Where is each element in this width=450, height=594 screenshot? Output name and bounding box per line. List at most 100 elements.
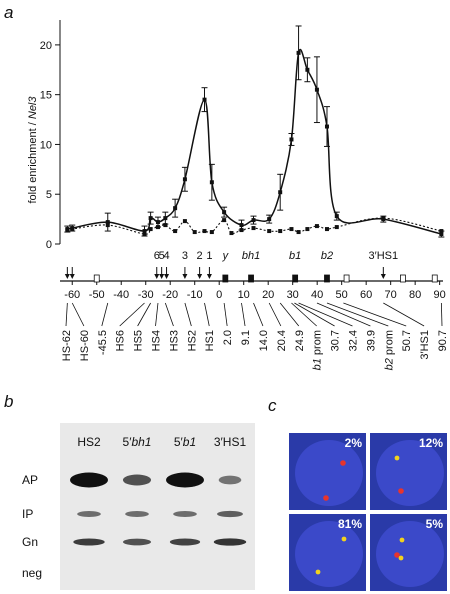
control-point [182, 219, 187, 224]
blot-column-header: 5′b1 [174, 435, 196, 449]
site-label-text: HS-62 [61, 330, 73, 361]
data-point [267, 217, 272, 222]
hs-arrow-head [164, 274, 170, 279]
blot-column-header-part: HS2 [77, 435, 101, 449]
site-label-text: 90.7 [437, 330, 449, 351]
x-tick-label: 40 [311, 289, 323, 301]
site-leader-line [164, 302, 174, 327]
site-label: b1 prom [312, 330, 324, 370]
blot-column-header-part: bh1 [131, 435, 151, 449]
site-label-text: HS1 [204, 330, 216, 351]
x-tick-label: -30 [138, 289, 154, 301]
fish-signal-yellow [398, 555, 404, 561]
site-leader-line [294, 302, 335, 327]
fish-percent-label: 81% [338, 517, 362, 531]
control-point [70, 227, 75, 232]
gene-label: 3′HS1 [369, 250, 399, 262]
fish-nucleus [376, 440, 444, 506]
fish-nucleus [295, 521, 363, 587]
data-point [251, 218, 256, 223]
blot-band [169, 538, 201, 546]
site-label: 14.0 [258, 330, 270, 351]
site-label: HS5 [133, 330, 145, 351]
site-label-text: 24.9 [294, 330, 306, 351]
site-leader-line [343, 302, 407, 327]
data-point [289, 137, 294, 142]
data-point [202, 97, 207, 102]
site-leader-line [440, 302, 443, 327]
blot-column-header-part: 3′HS1 [214, 435, 247, 449]
gene-label: 5 [159, 250, 165, 262]
data-point [278, 190, 283, 195]
x-tick-label: 60 [360, 289, 372, 301]
x-tick-label: 10 [238, 289, 250, 301]
control-point [209, 230, 214, 235]
control-point [296, 230, 301, 235]
site-label-text: 14.0 [258, 330, 270, 351]
site-label: 2.0 [222, 330, 234, 345]
site-label: HS1 [204, 330, 216, 351]
blot-band [70, 472, 108, 488]
site-label-text: 3′HS1 [419, 330, 431, 360]
hs-arrow-head [206, 274, 212, 279]
blot-band [125, 510, 149, 518]
hs-arrow-head [154, 274, 160, 279]
gene-box [248, 274, 254, 283]
x-tick-label: -40 [113, 289, 129, 301]
site-label: 39.9 [365, 330, 377, 351]
hs-arrow-head [197, 274, 203, 279]
site-leader-line [119, 302, 145, 327]
site-label: HS-60 [79, 330, 91, 361]
control-point [267, 229, 272, 234]
blot-band [218, 475, 242, 485]
site-leader-line [204, 302, 210, 327]
blot-band [217, 510, 243, 518]
control-point [289, 227, 294, 232]
site-label-text: HS2 [186, 330, 198, 351]
blot-column-header-part: 5′ [123, 435, 133, 449]
data-point [222, 210, 227, 215]
open-box [93, 274, 100, 283]
site-label-text: -45.5 [97, 330, 109, 355]
data-point [163, 216, 168, 221]
gene-label: 2 [197, 250, 203, 262]
fish-signal-red [394, 552, 400, 558]
blot-background [60, 423, 255, 590]
site-label: 24.9 [294, 330, 306, 351]
site-leader-line [279, 302, 300, 327]
data-point [209, 180, 214, 185]
control-point [439, 229, 444, 234]
fish-signal-red [398, 488, 404, 494]
site-leader-line [137, 302, 151, 327]
control-point [334, 225, 339, 230]
gene-box [222, 274, 229, 283]
blot-band [73, 538, 105, 546]
blot-column-header: 3′HS1 [214, 435, 247, 449]
blot-row-label: Gn [22, 535, 38, 549]
site-label: -45.5 [97, 330, 109, 355]
x-tick-label: 70 [385, 289, 397, 301]
enrichment-series-line [66, 48, 442, 235]
blot-column-header-part: 5′ [174, 435, 184, 449]
y-axis: 0 5 10 15 20 [40, 20, 61, 251]
control-point [381, 216, 386, 221]
site-label-text: 32.4 [347, 330, 359, 351]
fish-signal-yellow [341, 536, 347, 542]
site-leader-line [155, 302, 159, 327]
data-point [296, 50, 301, 55]
site-label-text: 50.7 [401, 330, 413, 351]
site-label: 30.7 [330, 330, 342, 351]
gene-box [324, 274, 330, 283]
site-label: 9.1 [240, 330, 252, 345]
gene-label: b1 [289, 250, 301, 262]
site-label-gene: b2 [383, 358, 395, 370]
fish-signal-red [340, 460, 346, 466]
fish-nucleus [376, 521, 444, 587]
y-tick-label: 15 [40, 90, 52, 102]
site-leader-line [268, 302, 282, 327]
blot-column-header-part: b1 [183, 435, 196, 449]
blot-column-header: 5′bh1 [123, 435, 152, 449]
site-label-text: HS5 [133, 330, 145, 351]
y-tick-label: 10 [40, 139, 52, 151]
site-leader-line [316, 302, 371, 327]
